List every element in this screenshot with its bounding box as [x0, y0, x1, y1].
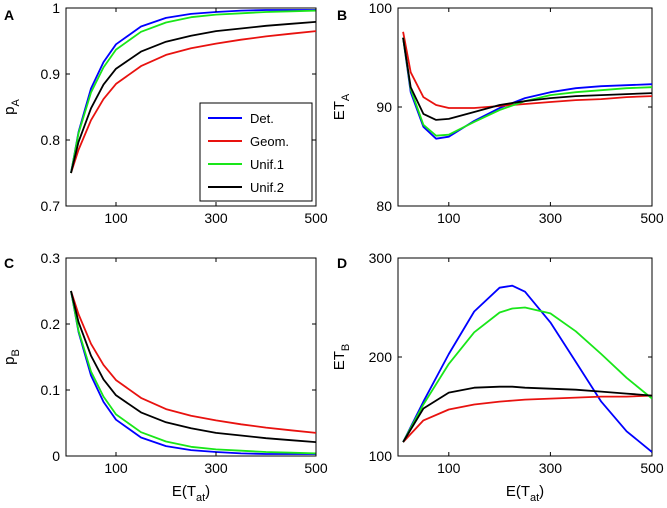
legend-box: [199, 102, 313, 202]
panel-D: 100 300 500 100 200 300 D ETB E(Tat): [331, 250, 664, 504]
plot-area-D: [397, 257, 653, 457]
y-tick-label: 0.2: [41, 316, 61, 332]
y-tick-label: 0.3: [41, 250, 61, 266]
x-tick-label: 100: [104, 210, 128, 226]
series-line-det: [70, 290, 316, 455]
series-line-geom: [402, 31, 652, 109]
y-axis-label-main: ET: [331, 351, 348, 370]
y-axis-label-B: ETA: [331, 93, 352, 120]
series-line-unif2: [402, 37, 652, 121]
x-tick-label: 500: [640, 210, 664, 226]
plot-area-C: [65, 257, 317, 457]
x-tick-label: 300: [204, 210, 228, 226]
y-tick-label: 0: [52, 448, 60, 464]
series-line-det: [402, 284, 652, 453]
panel-letter-A: A: [4, 7, 14, 23]
y-tick-label: 100: [369, 0, 393, 16]
x-axis-label-close: ): [205, 483, 210, 500]
x-tick-label: 500: [640, 460, 664, 476]
panel-C: 100 300 500 0 0.1 0.2 0.3 CpB E(Tat): [1, 250, 328, 504]
y-axis-label-main: p: [1, 357, 18, 365]
plot-area-B: [397, 7, 653, 207]
x-axis-label-C: E(Tat): [172, 483, 210, 504]
legend-label: Unif.1: [250, 157, 284, 172]
y-tick-label: 200: [369, 349, 393, 365]
y-axis-label-A: pA: [1, 99, 22, 115]
y-axis-label-main: ET: [331, 101, 348, 120]
y-axis-label-sub: B: [340, 344, 352, 351]
y-tick-label: 0.1: [41, 382, 61, 398]
panel-letter-D: D: [337, 255, 347, 271]
y-axis-label-sub: B: [10, 349, 22, 356]
x-axis-label-sub: at: [196, 492, 205, 504]
series-line-unif1: [402, 37, 652, 137]
x-tick-label: 300: [539, 210, 563, 226]
series-line-geom: [402, 394, 652, 443]
x-tick-label: 300: [204, 460, 228, 476]
x-axis-label-D: E(Tat): [506, 483, 544, 504]
y-axis-label-D: ETB: [331, 344, 352, 371]
y-axis-label-sub: A: [10, 99, 22, 107]
y-axis-label-sub: A: [340, 93, 352, 101]
series-line-det: [402, 37, 652, 140]
x-tick-label: 300: [539, 460, 563, 476]
panel-letter-B: B: [337, 7, 347, 23]
series-line-geom: [70, 30, 316, 174]
series-line-det: [70, 9, 316, 174]
legend-label: Geom.: [250, 134, 289, 149]
series-line-unif1: [70, 9, 316, 174]
x-axis-label-main: E(T: [172, 483, 196, 500]
series-line-unif2: [70, 21, 316, 174]
panel-letter-C: C: [4, 255, 14, 271]
legend: Det. Geom. Unif.1 Unif.2: [199, 102, 313, 202]
x-tick-label: 100: [437, 210, 461, 226]
legend-label: Unif.2: [250, 180, 284, 195]
x-tick-label: 100: [437, 460, 461, 476]
y-tick-label: 1: [52, 0, 60, 16]
y-tick-label: 300: [369, 250, 393, 266]
x-tick-label: 500: [304, 210, 328, 226]
y-axis-label-main: p: [1, 107, 18, 115]
y-tick-label: 0.9: [41, 66, 61, 82]
x-axis-label-sub: at: [530, 492, 539, 504]
series-line-unif1: [402, 306, 652, 443]
x-axis-label-close: ): [539, 483, 544, 500]
x-tick-label: 500: [304, 460, 328, 476]
y-tick-label: 100: [369, 448, 393, 464]
y-axis-label-C: pB: [1, 349, 22, 365]
series-line-unif2: [402, 385, 652, 443]
y-tick-label: 0.7: [41, 198, 61, 214]
x-axis-label-main: E(T: [506, 483, 530, 500]
y-tick-label: 0.8: [41, 132, 61, 148]
panel-B: 100 300 500 80 90 100 B ETA: [331, 0, 664, 226]
y-tick-label: 80: [376, 198, 392, 214]
y-tick-label: 90: [376, 99, 392, 115]
series-line-geom: [70, 290, 316, 434]
series-line-unif1: [70, 290, 316, 455]
legend-label: Det.: [250, 111, 274, 126]
series-line-unif2: [70, 290, 316, 443]
x-tick-label: 100: [104, 460, 128, 476]
